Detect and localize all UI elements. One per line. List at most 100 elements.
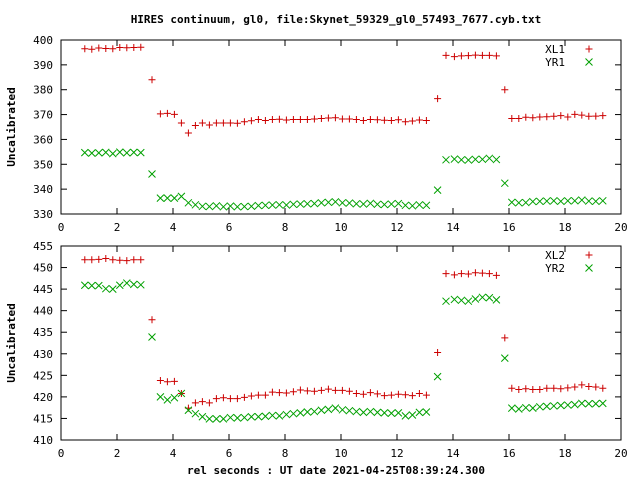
x-axis-label: rel seconds : UT date 2021-04-25T08:39:2… xyxy=(187,464,485,477)
data-point xyxy=(366,389,374,397)
data-point xyxy=(226,119,234,127)
data-point xyxy=(268,388,276,396)
data-point xyxy=(163,396,172,404)
data-point xyxy=(380,200,389,209)
data-point xyxy=(434,95,442,103)
data-point xyxy=(261,201,270,210)
data-point xyxy=(102,44,110,52)
data-point xyxy=(366,199,375,208)
data-point xyxy=(136,148,145,157)
data-point xyxy=(434,348,442,356)
data-point xyxy=(205,399,213,407)
data-point xyxy=(156,194,165,202)
data-point xyxy=(394,408,403,417)
data-point xyxy=(170,194,179,202)
data-point xyxy=(598,399,607,408)
data-point xyxy=(543,384,551,392)
legend-marker xyxy=(585,58,593,66)
data-point xyxy=(557,385,565,393)
data-point xyxy=(268,201,277,209)
data-point xyxy=(184,129,192,137)
data-point xyxy=(521,403,530,412)
data-point xyxy=(198,412,207,421)
data-point xyxy=(478,293,487,302)
data-point xyxy=(219,394,227,402)
data-point xyxy=(268,411,277,420)
data-point xyxy=(212,395,220,403)
data-point xyxy=(177,389,186,398)
data-point xyxy=(233,395,241,403)
data-point xyxy=(219,202,228,211)
y-tick-label: 360 xyxy=(33,133,53,146)
data-point xyxy=(485,154,494,163)
data-point xyxy=(219,415,228,423)
y-tick-label: 410 xyxy=(33,434,53,447)
data-point xyxy=(282,201,291,209)
data-point xyxy=(130,256,138,264)
data-point xyxy=(170,393,179,402)
data-point xyxy=(108,285,117,293)
data-point xyxy=(170,377,178,385)
data-point xyxy=(359,117,367,125)
data-point xyxy=(387,409,396,418)
data-point xyxy=(122,148,131,157)
data-point xyxy=(415,408,424,417)
data-point xyxy=(101,148,110,157)
y-tick-label: 440 xyxy=(33,305,53,318)
y-axis-label: Uncalibrated xyxy=(5,87,18,166)
x-tick-label: 8 xyxy=(282,447,289,460)
data-point xyxy=(550,384,558,392)
data-point xyxy=(94,281,103,290)
data-point xyxy=(464,52,472,60)
data-point xyxy=(514,405,523,413)
data-point xyxy=(478,155,487,164)
data-point xyxy=(233,119,241,127)
data-point xyxy=(163,194,172,202)
data-point xyxy=(191,122,199,130)
data-point xyxy=(542,197,551,205)
data-point xyxy=(433,372,442,381)
data-point xyxy=(205,121,213,129)
data-point xyxy=(247,117,255,125)
data-point xyxy=(108,149,117,158)
data-point xyxy=(296,200,305,208)
data-point xyxy=(226,202,235,210)
data-point xyxy=(261,412,270,421)
data-point xyxy=(80,148,89,157)
legend-marker xyxy=(585,251,593,259)
x-tick-label: 2 xyxy=(114,221,121,234)
data-point xyxy=(81,45,89,53)
data-point xyxy=(522,113,530,121)
data-point xyxy=(101,284,110,293)
data-point xyxy=(289,388,297,396)
data-point xyxy=(373,390,381,398)
x-tick-label: 4 xyxy=(170,447,177,460)
y-tick-label: 370 xyxy=(33,109,53,122)
data-point xyxy=(261,117,269,125)
data-point xyxy=(219,119,227,127)
plot-1: 0 2 4 6 8 10 12 14 16 18 20 330 340 350 360 370 380 390 40… xyxy=(5,34,628,234)
data-point xyxy=(507,404,516,412)
data-point xyxy=(442,270,450,278)
data-point xyxy=(310,407,319,416)
data-point xyxy=(508,115,516,123)
data-point xyxy=(536,113,544,121)
data-point xyxy=(156,377,164,385)
data-point xyxy=(442,155,450,164)
data-point xyxy=(543,113,551,121)
data-point xyxy=(130,43,138,51)
data-point xyxy=(324,114,332,122)
data-point xyxy=(191,200,200,209)
data-point xyxy=(247,202,256,211)
data-point xyxy=(500,354,509,362)
data-point xyxy=(492,296,501,304)
data-point xyxy=(310,387,318,395)
data-point xyxy=(457,52,465,60)
data-point xyxy=(501,86,509,94)
data-point xyxy=(485,51,493,59)
y-tick-label: 455 xyxy=(33,240,53,253)
data-point xyxy=(205,202,214,211)
data-point xyxy=(136,280,145,289)
data-point xyxy=(317,386,325,394)
data-point xyxy=(95,255,103,263)
